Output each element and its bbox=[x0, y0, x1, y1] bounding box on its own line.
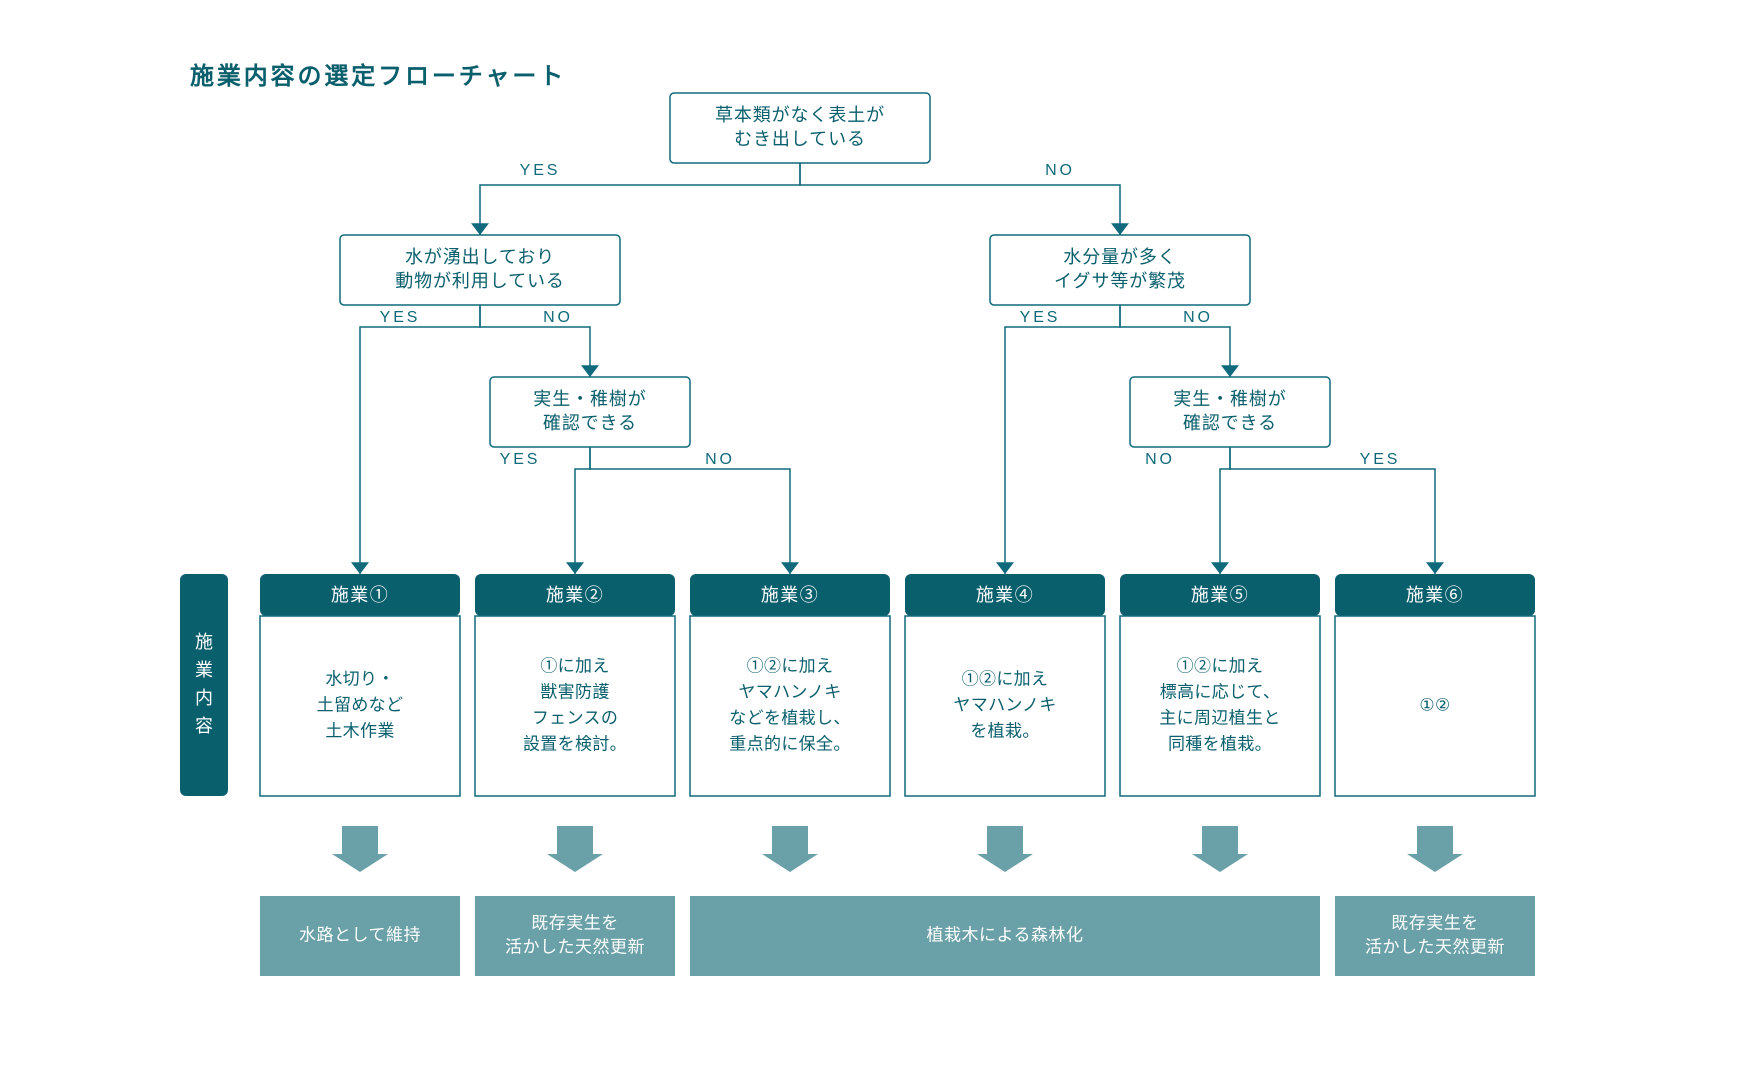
svg-text:ヤマハンノキ: ヤマハンノキ bbox=[738, 682, 841, 701]
svg-text:などを植栽し、: などを植栽し、 bbox=[729, 708, 850, 727]
svg-text:を植栽。: を植栽。 bbox=[970, 721, 1039, 740]
svg-text:施業④: 施業④ bbox=[976, 585, 1034, 605]
svg-text:土木作業: 土木作業 bbox=[325, 721, 394, 740]
side-label bbox=[180, 574, 228, 796]
svg-text:同種を植栽。: 同種を植栽。 bbox=[1168, 734, 1272, 753]
svg-text:設置を検討。: 設置を検討。 bbox=[523, 734, 627, 753]
flowchart-canvas: 施業内容の選定フローチャート YES NO YES NO YES NO YES NO NO YES 草… bbox=[0, 0, 1760, 1074]
svg-text:①②: ①② bbox=[1419, 695, 1450, 714]
edge-label-7: NO bbox=[705, 451, 735, 468]
edge-label-0: YES bbox=[520, 162, 561, 179]
edge-4 bbox=[1005, 305, 1120, 574]
svg-text:獣害防護: 獣害防護 bbox=[540, 682, 609, 701]
svg-text:確認できる: 確認できる bbox=[543, 413, 637, 433]
svg-text:容: 容 bbox=[195, 716, 213, 736]
svg-text:既存実生を: 既存実生を bbox=[1391, 913, 1479, 932]
edge-9 bbox=[1230, 447, 1435, 574]
svg-text:水が湧出しており: 水が湧出しており bbox=[405, 247, 555, 267]
svg-text:業: 業 bbox=[195, 660, 213, 680]
edge-6 bbox=[575, 447, 590, 574]
svg-text:①②に加え: ①②に加え bbox=[962, 669, 1049, 688]
svg-text:施業⑥: 施業⑥ bbox=[1406, 585, 1464, 605]
outcome-3 bbox=[1335, 896, 1535, 976]
op-content-3 bbox=[690, 616, 890, 796]
svg-text:施: 施 bbox=[195, 632, 213, 652]
edge-label-5: NO bbox=[1183, 309, 1213, 326]
edge-2 bbox=[360, 305, 480, 574]
svg-text:水分量が多く: 水分量が多く bbox=[1063, 247, 1176, 267]
edge-label-8: NO bbox=[1145, 451, 1175, 468]
svg-text:施業⑤: 施業⑤ bbox=[1191, 585, 1249, 605]
svg-text:水路として維持: 水路として維持 bbox=[299, 925, 421, 944]
edge-3 bbox=[480, 305, 590, 377]
op-content-2 bbox=[475, 616, 675, 796]
svg-text:内: 内 bbox=[195, 688, 213, 708]
svg-text:植栽木による森林化: 植栽木による森林化 bbox=[926, 925, 1083, 944]
edge-5 bbox=[1120, 305, 1230, 377]
edge-8 bbox=[1220, 447, 1230, 574]
svg-text:標高に応じて、: 標高に応じて、 bbox=[1160, 682, 1281, 701]
svg-text:実生・稚樹が: 実生・稚樹が bbox=[1173, 389, 1286, 409]
edge-label-4: YES bbox=[1020, 309, 1061, 326]
chart-title: 施業内容の選定フローチャート bbox=[190, 62, 566, 90]
svg-text:動物が利用している: 動物が利用している bbox=[395, 271, 565, 291]
svg-text:既存実生を: 既存実生を bbox=[531, 913, 619, 932]
svg-text:確認できる: 確認できる bbox=[1183, 413, 1277, 433]
edge-label-6: YES bbox=[500, 451, 541, 468]
edge-label-9: YES bbox=[1360, 451, 1401, 468]
svg-text:①②に加え: ①②に加え bbox=[747, 656, 834, 675]
outcome-1 bbox=[475, 896, 675, 976]
svg-text:施業①: 施業① bbox=[331, 585, 389, 605]
svg-text:イグサ等が繁茂: イグサ等が繁茂 bbox=[1054, 271, 1186, 291]
edge-7 bbox=[590, 447, 790, 574]
svg-text:むき出している: むき出している bbox=[734, 129, 866, 149]
edge-label-1: NO bbox=[1045, 162, 1075, 179]
svg-text:水切り・: 水切り・ bbox=[325, 669, 394, 688]
svg-text:フェンスの: フェンスの bbox=[532, 708, 618, 727]
edge-label-2: YES bbox=[380, 309, 421, 326]
svg-text:ヤマハンノキ: ヤマハンノキ bbox=[953, 695, 1056, 714]
op-content-5 bbox=[1120, 616, 1320, 796]
svg-text:土留めなど: 土留めなど bbox=[317, 695, 404, 714]
svg-text:重点的に保全。: 重点的に保全。 bbox=[729, 734, 850, 753]
svg-text:施業②: 施業② bbox=[546, 585, 604, 605]
svg-text:主に周辺植生と: 主に周辺植生と bbox=[1159, 708, 1280, 727]
svg-text:①②に加え: ①②に加え bbox=[1177, 656, 1264, 675]
svg-text:①に加え: ①に加え bbox=[540, 656, 609, 675]
svg-text:実生・稚樹が: 実生・稚樹が bbox=[533, 389, 646, 409]
svg-text:活かした天然更新: 活かした天然更新 bbox=[505, 937, 645, 956]
svg-text:施業③: 施業③ bbox=[761, 585, 819, 605]
svg-text:活かした天然更新: 活かした天然更新 bbox=[1365, 937, 1505, 956]
svg-text:草本類がなく表土が: 草本類がなく表土が bbox=[715, 105, 885, 125]
edge-label-3: NO bbox=[543, 309, 573, 326]
